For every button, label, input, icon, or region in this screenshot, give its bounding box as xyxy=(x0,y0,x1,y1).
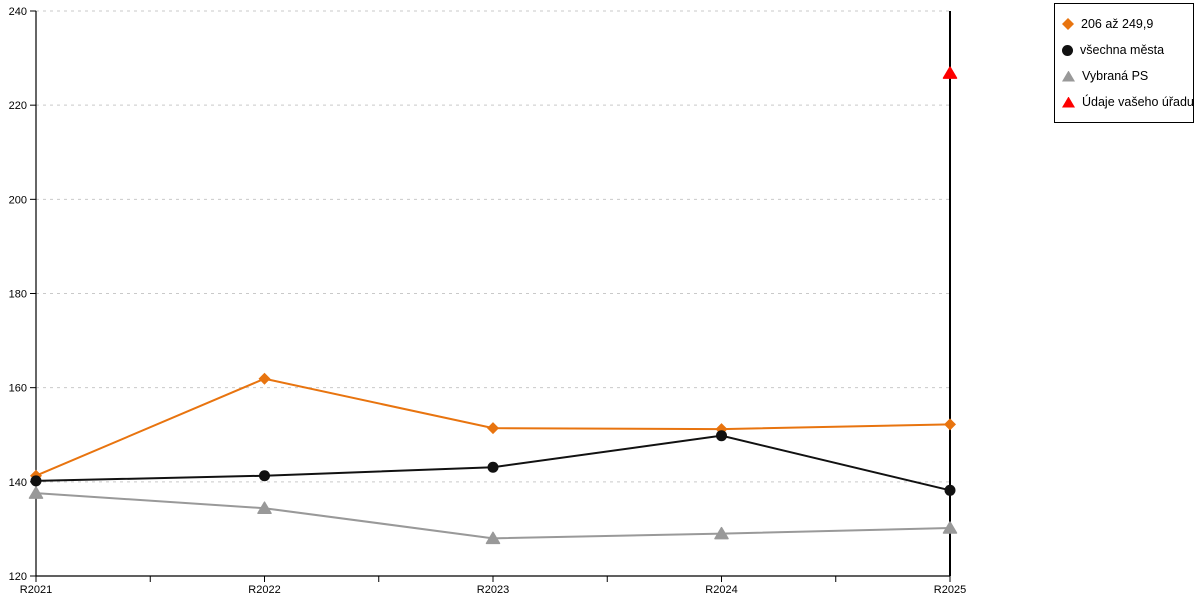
series-line xyxy=(35,492,951,540)
x-tick-label: R2022 xyxy=(248,584,280,596)
triangle-marker-icon xyxy=(1062,70,1075,82)
triangle-data-marker xyxy=(942,66,958,79)
circle-data-marker xyxy=(30,475,42,487)
x-tick-label: R2024 xyxy=(705,584,737,596)
diamond-marker-icon xyxy=(1062,18,1074,30)
diamond-data-marker xyxy=(258,372,271,385)
legend-label: Vybraná PS xyxy=(1082,69,1149,83)
legend-item-vybrana-ps: Vybraná PS xyxy=(1062,63,1187,89)
y-tick-label: 140 xyxy=(9,477,27,489)
circle-data-marker xyxy=(487,461,499,473)
triangle-data-marker xyxy=(485,531,501,545)
diamond-data-marker xyxy=(487,422,499,435)
x-tick-label: R2021 xyxy=(20,584,52,596)
x-tick-label: R2023 xyxy=(477,584,509,596)
x-tick-label: R2025 xyxy=(934,584,966,596)
triangle-marker-icon xyxy=(1062,96,1075,108)
triangle-data-marker xyxy=(28,486,44,499)
legend-label: Údaje vašeho úřadu xyxy=(1082,95,1194,109)
legend-label: 206 až 249,9 xyxy=(1081,17,1154,31)
legend-item-udaje-vaseho-uradu: Údaje vašeho úřadu xyxy=(1062,89,1194,115)
legend-item-vsechna-mesta: všechna města xyxy=(1062,37,1187,63)
y-tick-label: 240 xyxy=(9,6,27,18)
circle-data-marker xyxy=(716,430,727,442)
y-tick-label: 180 xyxy=(9,289,27,301)
circle-data-marker xyxy=(259,470,270,482)
legend-label: všechna města xyxy=(1080,43,1165,57)
y-tick-label: 160 xyxy=(9,383,27,395)
chart-legend: 206 až 249,9 všechna města Vybraná PS Úd… xyxy=(1054,3,1194,123)
legend-item-206-az-249-9: 206 až 249,9 xyxy=(1062,11,1187,37)
y-tick-label: 220 xyxy=(9,100,27,112)
triangle-data-marker xyxy=(714,526,729,540)
circle-data-marker xyxy=(944,484,956,496)
y-tick-label: 120 xyxy=(9,571,27,583)
diamond-data-marker xyxy=(944,418,956,431)
y-tick-label: 200 xyxy=(9,194,27,206)
triangle-data-marker xyxy=(942,521,958,534)
circle-marker-icon xyxy=(1062,44,1073,56)
triangle-data-marker xyxy=(257,501,272,514)
